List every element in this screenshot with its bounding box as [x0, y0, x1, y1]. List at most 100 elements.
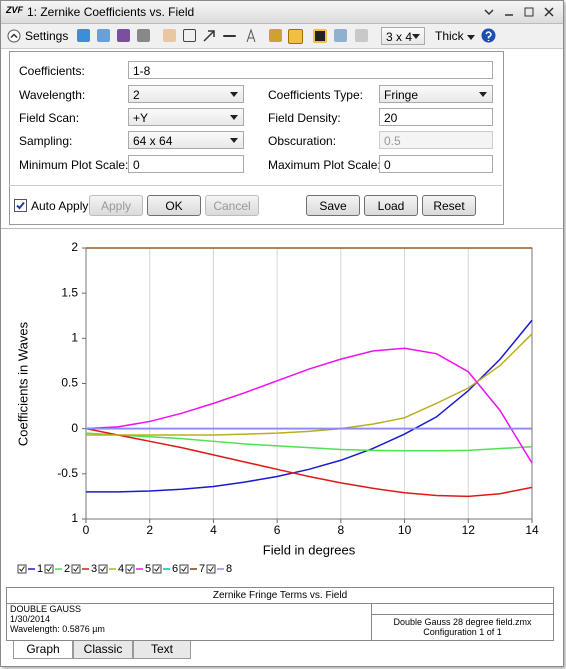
- field-scan-dropdown[interactable]: +Y: [128, 108, 244, 126]
- input-value: 20: [384, 111, 398, 125]
- max-plot-scale-input[interactable]: 0: [379, 155, 493, 173]
- window-controls[interactable]: [479, 5, 559, 19]
- legend-check: [154, 566, 160, 572]
- legend-check: [127, 566, 133, 572]
- copy-icon[interactable]: [97, 29, 110, 42]
- field-label: Sampling:: [19, 134, 73, 148]
- text-tool-icon[interactable]: [245, 28, 257, 43]
- footer-text: Wavelength: 0.5876 µm: [10, 624, 105, 634]
- tab[interactable]: Text: [133, 641, 191, 659]
- layout-dropdown[interactable]: 3 x 4: [381, 27, 425, 45]
- footer-text: Configuration 1 of 1: [423, 627, 502, 637]
- layers-icon[interactable]: [355, 29, 368, 42]
- x-tick-label: 10: [398, 523, 412, 537]
- coefficients-type-dropdown[interactable]: Fringe: [379, 85, 493, 103]
- legend-checkbox: [179, 564, 189, 574]
- draw-line-tool[interactable]: [223, 35, 236, 37]
- series-line: [85, 347, 533, 464]
- draw-line-icon[interactable]: [163, 29, 176, 42]
- field-label: Field Scan:: [19, 111, 80, 125]
- info-box: Zernike Fringe Terms vs. Field DOUBLE GA…: [6, 587, 554, 641]
- field-label: Maximum Plot Scale:: [268, 158, 381, 172]
- legend: 1 2 3 4 5 6 7 8: [17, 563, 232, 575]
- legend-checkbox: [152, 564, 162, 574]
- y-axis-label: Coefficients in Waves: [15, 321, 30, 446]
- thickness-dropdown[interactable]: Thick: [435, 29, 464, 43]
- legend-checkbox: [17, 564, 27, 574]
- field-label: Wavelength:: [19, 88, 86, 102]
- x-tick-label: 6: [274, 523, 281, 537]
- load-button[interactable]: Load: [364, 195, 418, 216]
- help-icon[interactable]: [481, 28, 496, 43]
- ok-button[interactable]: OK: [147, 195, 201, 216]
- legend-label: 5: [145, 563, 151, 575]
- lock-icon[interactable]: [269, 29, 282, 42]
- divider: [372, 614, 553, 615]
- legend-label: 3: [91, 563, 97, 575]
- save-icon[interactable]: [117, 29, 130, 42]
- app-icon: ZVF: [6, 5, 23, 15]
- legend-check: [100, 566, 106, 572]
- title-bar: ZVF 1: Zernike Coefficients vs. Field: [1, 1, 563, 24]
- x-axis-label: Field in degrees: [263, 542, 356, 557]
- tab[interactable]: Classic: [73, 641, 133, 659]
- input-value: 0.5: [384, 134, 401, 148]
- window-title: 1: Zernike Coefficients vs. Field: [27, 5, 195, 19]
- legend-label: 1: [37, 563, 43, 575]
- y-tick-label: 1: [71, 331, 78, 345]
- print-icon[interactable]: [137, 29, 150, 42]
- input-value: 0: [384, 158, 391, 172]
- layout-lock-icon[interactable]: [288, 29, 303, 44]
- legend-label: 7: [199, 563, 205, 575]
- y-tick-label: 2: [71, 240, 78, 254]
- legend-check: [208, 566, 214, 572]
- series-line: [85, 427, 533, 498]
- reset-button[interactable]: Reset: [422, 195, 476, 216]
- legend-label: 2: [64, 563, 70, 575]
- input-value: Fringe: [384, 88, 419, 102]
- y-tick-label: 1.5: [61, 285, 78, 299]
- separator: [9, 185, 502, 186]
- legend-check: [181, 566, 187, 572]
- fit-icon[interactable]: [313, 29, 327, 43]
- legend-checkbox: [71, 564, 81, 574]
- separator: [1, 228, 563, 229]
- min-plot-scale-input[interactable]: 0: [128, 155, 244, 173]
- footer-text: DOUBLE GAUSS: [10, 604, 82, 614]
- divider: [371, 603, 372, 641]
- y-tick-label: -0.5: [57, 466, 78, 480]
- series-line: [85, 432, 533, 452]
- field-label: Minimum Plot Scale:: [19, 158, 129, 172]
- refresh-icon[interactable]: [77, 29, 90, 42]
- plot-area: [86, 248, 532, 519]
- window-icon[interactable]: [334, 29, 347, 42]
- legend-check: [73, 566, 79, 572]
- x-tick-label: 2: [146, 523, 153, 537]
- x-tick-label: 0: [83, 523, 90, 537]
- save-button[interactable]: Save: [306, 195, 360, 216]
- sampling-dropdown[interactable]: 64 x 64: [128, 131, 244, 149]
- chart: Field in degrees Coefficients in Waves 0…: [15, 240, 539, 575]
- series-line: [86, 333, 533, 436]
- legend-checkbox: [125, 564, 135, 574]
- legend-check: [46, 566, 52, 572]
- toolbar: Settings 3 x 4 Thick: [1, 24, 563, 49]
- y-tick-label: 0: [71, 421, 78, 435]
- settings-button[interactable]: Settings: [25, 29, 69, 43]
- field-density-input[interactable]: 20: [379, 108, 493, 126]
- auto-apply-label[interactable]: Auto Apply: [31, 199, 89, 213]
- y-tick-label: 0.5: [61, 376, 78, 390]
- x-tick-label: 14: [525, 523, 539, 537]
- wavelength-dropdown[interactable]: 2: [128, 85, 244, 103]
- cancel-button: Cancel: [205, 195, 259, 216]
- legend-label: 6: [172, 563, 178, 575]
- draw-rect-icon[interactable]: [183, 29, 196, 42]
- settings-toggle-icon[interactable]: [7, 29, 21, 43]
- input-value: +Y: [133, 111, 149, 125]
- draw-arrow-icon[interactable]: [202, 29, 216, 43]
- tab[interactable]: Graph: [13, 641, 73, 659]
- input-value: 0: [133, 158, 140, 172]
- coefficients-input[interactable]: 1-8: [128, 61, 493, 79]
- auto-apply-checkbox[interactable]: [14, 199, 27, 212]
